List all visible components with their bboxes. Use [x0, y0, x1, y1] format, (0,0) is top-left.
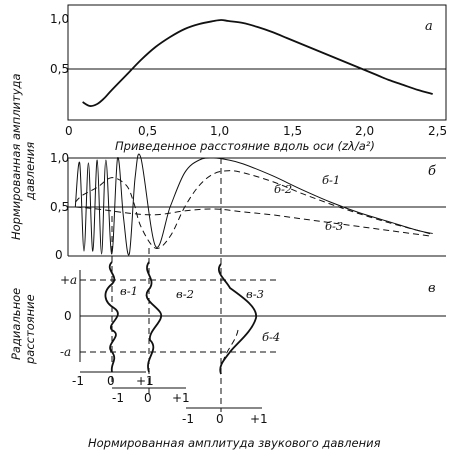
- panel-a-ytick-05: 0,5: [50, 62, 69, 76]
- series-b1-line: [74, 153, 433, 256]
- radial-tick-zero: 0: [64, 309, 72, 323]
- panel-b-ytick-05: 0,5: [50, 200, 69, 214]
- scale-1-plus: +1: [136, 374, 154, 388]
- series-b3-line: [75, 206, 433, 237]
- profile-b4-curve: [221, 329, 239, 367]
- profile-v1-label: в-1: [120, 284, 138, 298]
- scale-3-plus: +1: [250, 412, 268, 426]
- panel-a-xtick-25: 2,5: [428, 124, 447, 138]
- scale-2-minus: -1: [112, 391, 124, 405]
- panel-c-label: в: [428, 281, 436, 296]
- panel-b: 1,0 0,5 0 б б-1 б-2 б-3: [50, 151, 446, 262]
- panel-b-label: б: [428, 164, 436, 179]
- profile-scale-1: -1 0 +1: [72, 371, 154, 388]
- series-b2-label: б-2: [274, 182, 292, 196]
- radial-tick-minus-a: -a: [60, 345, 71, 359]
- series-b1-label: б-1: [322, 173, 340, 187]
- panel-b-ytick-0: 0: [55, 248, 63, 262]
- panel-a-label: а: [425, 19, 433, 34]
- series-b2-line: [74, 170, 433, 249]
- profile-b4-label: б-4: [262, 330, 280, 344]
- scale-1-zero: 0: [107, 374, 115, 388]
- panel-a: 1,0 0,5 а 0 0,5 1,0 1,5 2,0 2,5 Приведен…: [50, 4, 447, 153]
- axis-radial-title-1: Радиальное: [9, 288, 23, 360]
- panel-a-curve: [82, 19, 433, 107]
- profile-scale-3: -1 0 +1: [182, 407, 268, 426]
- panel-a-xticks: 0 0,5 1,0 1,5 2,0 2,5: [65, 124, 447, 138]
- panel-a-xtick-20: 2,0: [355, 124, 374, 138]
- scale-1-minus: -1: [72, 374, 84, 388]
- profile-scale-2: -1 0 +1: [112, 387, 190, 405]
- scale-2-zero: 0: [144, 391, 152, 405]
- radial-tick-plus-a: +a: [60, 273, 77, 287]
- panel-a-ytick-1: 1,0: [50, 12, 69, 26]
- profile-v3-curve: [217, 263, 257, 375]
- panel-a-frame: [67, 4, 447, 121]
- axis-distance-title: Приведенное расстояние вдоль оси (zλ/a²): [115, 139, 375, 153]
- panel-c: +a 0 -a в в-1 в-2 в-3 б-4: [60, 261, 446, 375]
- panel-a-xtick-05: 0,5: [138, 124, 157, 138]
- panel-a-xtick-15: 1,5: [283, 124, 302, 138]
- axis-amplitude-title-1: Нормированная амплитуда: [9, 73, 23, 240]
- axis-sound-pressure-title: Нормированная амплитуда звукового давлен…: [88, 436, 381, 450]
- panel-b-ytick-10: 1,0: [50, 151, 69, 165]
- series-b3-label: б-3: [325, 219, 343, 233]
- profile-v3-label: в-3: [246, 287, 264, 301]
- profile-v2-curve: [145, 261, 163, 373]
- scale-2-plus: +1: [172, 391, 190, 405]
- profile-v2-label: в-2: [176, 287, 194, 301]
- axis-amplitude-title-2: давления: [23, 142, 37, 201]
- profile-v1-curve: [104, 261, 119, 373]
- axis-radial-title-2: расстояние: [23, 294, 37, 365]
- scale-3-minus: -1: [182, 412, 194, 426]
- panel-a-xtick-10: 1,0: [210, 124, 229, 138]
- panel-a-xtick-0: 0: [65, 124, 73, 138]
- scale-3-zero: 0: [216, 412, 224, 426]
